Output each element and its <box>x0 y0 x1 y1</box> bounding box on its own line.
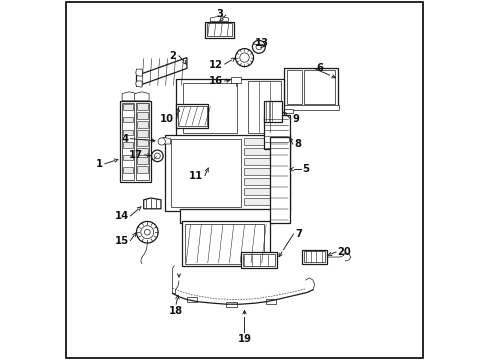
Polygon shape <box>136 103 148 110</box>
Text: 12: 12 <box>208 60 223 70</box>
Polygon shape <box>136 148 148 155</box>
Text: 9: 9 <box>291 114 298 124</box>
Text: 4: 4 <box>121 134 128 144</box>
Polygon shape <box>176 79 284 137</box>
Polygon shape <box>122 103 133 180</box>
Polygon shape <box>122 142 133 148</box>
Circle shape <box>151 150 163 162</box>
Polygon shape <box>264 101 282 122</box>
Polygon shape <box>136 81 142 87</box>
Text: 7: 7 <box>294 229 301 239</box>
Text: 11: 11 <box>188 171 203 181</box>
Circle shape <box>136 221 158 243</box>
Polygon shape <box>247 81 280 133</box>
Polygon shape <box>170 139 241 207</box>
Polygon shape <box>136 112 148 119</box>
Polygon shape <box>134 92 149 101</box>
Text: 18: 18 <box>169 306 183 316</box>
Text: 10: 10 <box>160 114 174 124</box>
Circle shape <box>158 138 165 145</box>
Polygon shape <box>176 104 208 128</box>
Polygon shape <box>286 70 302 104</box>
Polygon shape <box>122 92 136 101</box>
Polygon shape <box>241 252 276 268</box>
Circle shape <box>252 40 265 53</box>
Circle shape <box>141 226 153 239</box>
Polygon shape <box>302 250 326 264</box>
Polygon shape <box>244 188 284 195</box>
Circle shape <box>235 49 253 67</box>
Circle shape <box>154 153 160 159</box>
Polygon shape <box>136 166 148 173</box>
Polygon shape <box>303 70 335 104</box>
Polygon shape <box>136 103 148 180</box>
Polygon shape <box>242 254 275 266</box>
Polygon shape <box>122 104 133 110</box>
Circle shape <box>144 229 150 235</box>
Text: 14: 14 <box>114 211 128 221</box>
Polygon shape <box>264 115 289 149</box>
Polygon shape <box>206 23 231 36</box>
Polygon shape <box>230 77 241 83</box>
Polygon shape <box>244 198 284 205</box>
Polygon shape <box>136 130 148 137</box>
Polygon shape <box>210 16 228 22</box>
Polygon shape <box>244 158 284 165</box>
Polygon shape <box>204 22 233 38</box>
Text: 3: 3 <box>216 9 223 19</box>
Polygon shape <box>179 209 273 223</box>
Text: 15: 15 <box>114 236 128 246</box>
Polygon shape <box>136 58 186 86</box>
Polygon shape <box>226 302 236 307</box>
Polygon shape <box>186 297 197 302</box>
Polygon shape <box>181 221 269 266</box>
Polygon shape <box>284 68 337 106</box>
Polygon shape <box>165 135 289 211</box>
Polygon shape <box>178 106 206 126</box>
Polygon shape <box>183 83 237 133</box>
Text: 8: 8 <box>294 139 301 149</box>
Polygon shape <box>244 148 284 155</box>
Polygon shape <box>244 138 284 145</box>
Polygon shape <box>244 168 284 175</box>
Polygon shape <box>143 198 161 209</box>
Text: 13: 13 <box>255 38 269 48</box>
Polygon shape <box>122 130 133 135</box>
Circle shape <box>239 53 249 62</box>
Polygon shape <box>283 109 292 113</box>
Text: 1: 1 <box>96 159 103 169</box>
Polygon shape <box>283 105 338 110</box>
Polygon shape <box>160 138 170 144</box>
Text: 2: 2 <box>169 51 176 61</box>
Text: 19: 19 <box>237 334 251 344</box>
Polygon shape <box>270 137 289 223</box>
Polygon shape <box>120 101 151 182</box>
Text: 5: 5 <box>302 164 308 174</box>
Polygon shape <box>244 178 284 185</box>
Polygon shape <box>303 251 325 262</box>
Polygon shape <box>185 224 264 264</box>
Polygon shape <box>136 121 148 128</box>
Polygon shape <box>122 167 133 173</box>
Polygon shape <box>136 69 142 76</box>
Polygon shape <box>136 157 148 164</box>
Polygon shape <box>136 139 148 146</box>
Text: 20: 20 <box>337 247 350 257</box>
Text: 6: 6 <box>316 63 323 73</box>
Polygon shape <box>122 117 133 122</box>
Text: 16: 16 <box>208 76 223 86</box>
Polygon shape <box>122 155 133 160</box>
Circle shape <box>256 44 261 50</box>
Polygon shape <box>265 299 276 304</box>
Text: 17: 17 <box>129 150 142 160</box>
